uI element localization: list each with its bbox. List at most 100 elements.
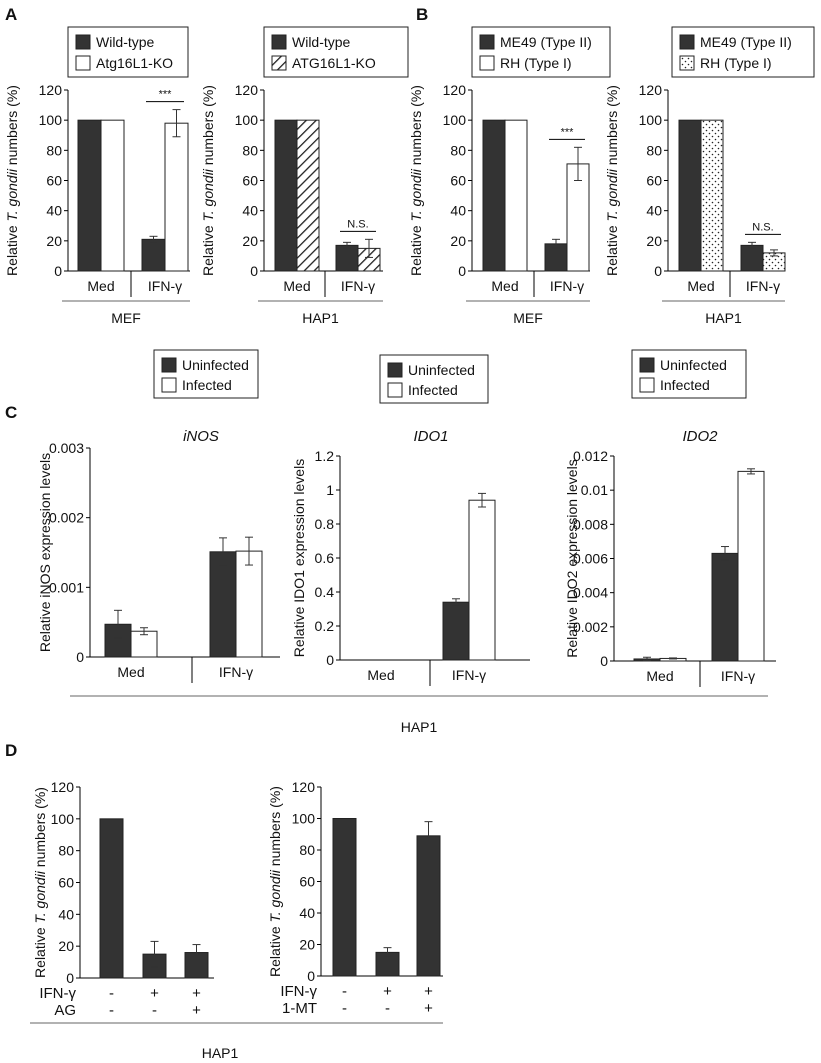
- chart-c3-bar: [737, 470, 765, 662]
- chart-b1-category-label: Med: [491, 278, 518, 294]
- chart-a1-ytick-label: 80: [46, 142, 62, 158]
- chart-b2-legend-label: RH (Type I): [700, 55, 772, 71]
- chart-c2-category-label: Med: [367, 667, 394, 683]
- chart-c3-ytick-label: 0.006: [573, 551, 608, 567]
- chart-a2-ylabel: Relative T. gondii numbers (%): [200, 85, 216, 276]
- chart-a1-bar: [100, 119, 125, 272]
- chart-a1-bar: [164, 122, 189, 272]
- chart-a1-ytick-label: 40: [46, 203, 62, 219]
- chart-a2-bar: [296, 119, 320, 272]
- chart-c2-title: IDO1: [413, 428, 448, 445]
- panel-label: C: [5, 403, 17, 422]
- chart-b1-group-label: MEF: [513, 310, 543, 326]
- chart-a1-group-label: MEF: [111, 310, 141, 326]
- chart-a1-ylabel: Relative T. gondii numbers (%): [4, 85, 20, 276]
- chart-d1-ytick-label: 120: [51, 779, 75, 795]
- chart-d1-ytick-label: 100: [51, 811, 75, 827]
- chart-d1-ytick-label: 20: [58, 938, 74, 954]
- chart-d2-ytick-label: 40: [299, 905, 315, 921]
- chart-c1-legend-label: Uninfected: [182, 357, 249, 373]
- chart-d2-condition-cell: -: [342, 1000, 347, 1017]
- chart-b1-bar: [504, 119, 528, 272]
- chart-c2-legend-swatch: [387, 382, 403, 398]
- panel-c-group-label: HAP1: [401, 719, 438, 735]
- chart-d2-ytick-label: 20: [299, 937, 315, 953]
- chart-b2-bar: [700, 119, 724, 272]
- panel-label: B: [416, 5, 428, 24]
- chart-c2-ytick-label: 0.8: [315, 516, 335, 532]
- chart-c2-legend-label: Uninfected: [408, 362, 475, 378]
- chart-d2-ytick-label: 60: [299, 874, 315, 890]
- chart-a2-legend-box: [263, 26, 409, 78]
- panel-label: A: [5, 5, 17, 24]
- chart-a1-significance-label: ***: [159, 89, 173, 101]
- chart-d2-ytick-label: 100: [292, 811, 316, 827]
- chart-c2-ylabel: Relative IDO1 expression levels: [291, 459, 307, 657]
- chart-d2-bar: [332, 818, 357, 977]
- chart-a2-legend-swatch: [271, 55, 287, 71]
- chart-a1-bar: [141, 238, 166, 272]
- chart-b1-ytick-label: 60: [450, 173, 466, 189]
- chart-d1-bar: [99, 818, 124, 979]
- chart-c3-ytick-label: 0: [600, 653, 608, 669]
- chart-a1-legend-swatch: [75, 34, 91, 50]
- chart-b1-legend-box: [471, 26, 611, 78]
- chart-c1-ytick-label: 0.001: [49, 579, 84, 595]
- chart-b2-ylabel: Relative T. gondii numbers (%): [604, 85, 620, 276]
- chart-c1-ytick-label: 0: [76, 649, 84, 665]
- chart-c1-title: iNOS: [183, 428, 219, 445]
- chart-b2-ytick-label: 60: [646, 173, 662, 189]
- chart-c1-legend-swatch: [161, 357, 177, 373]
- chart-c1-legend-label: Infected: [182, 377, 232, 393]
- chart-a1-legend-label: Atg16L1-KO: [96, 55, 173, 71]
- chart-a2-category-label: Med: [283, 278, 310, 294]
- chart-b2-significance-label: N.S.: [752, 221, 773, 233]
- chart-c3-legend-swatch: [639, 377, 655, 393]
- chart-b1-category-label: IFN-γ: [550, 278, 584, 294]
- chart-d2-condition-cell: +: [383, 983, 392, 1000]
- chart-b1-bar: [482, 119, 506, 272]
- chart-c2-ytick-label: 1.2: [315, 448, 335, 464]
- chart-d1-ytick-label: 0: [66, 970, 74, 986]
- chart-b2-ytick-label: 40: [646, 203, 662, 219]
- chart-b1-ytick-label: 40: [450, 203, 466, 219]
- chart-b2-group-label: HAP1: [705, 310, 742, 326]
- chart-c3-ytick-label: 0.01: [581, 482, 608, 498]
- chart-c1-bar: [130, 630, 158, 658]
- chart-d2-condition-cell: -: [342, 983, 347, 1000]
- chart-c2-ytick-label: 0: [326, 652, 334, 668]
- chart-c2-legend-swatch: [387, 362, 403, 378]
- chart-c2-category-label: IFN-γ: [452, 667, 486, 683]
- panel-d-group-label: HAP1: [202, 1045, 239, 1061]
- chart-c2-ytick-label: 0.4: [315, 584, 335, 600]
- chart-a2-bar: [274, 119, 298, 272]
- chart-a1-category-label: IFN-γ: [148, 278, 182, 294]
- chart-a2-legend-label: Wild-type: [292, 34, 351, 50]
- panel-label: D: [5, 741, 17, 760]
- chart-a1-ytick-label: 60: [46, 173, 62, 189]
- chart-d2-ytick-label: 80: [299, 842, 315, 858]
- chart-c1-category-label: IFN-γ: [219, 664, 253, 680]
- chart-a2-category-label: IFN-γ: [341, 278, 375, 294]
- chart-d1-condition-cell: -: [109, 1002, 114, 1019]
- chart-c1-ytick-label: 0.002: [49, 510, 84, 526]
- chart-a1-bar: [77, 119, 102, 272]
- chart-c1-ytick-label: 0.003: [49, 440, 84, 456]
- chart-c2-ytick-label: 0.6: [315, 550, 335, 566]
- chart-b1-ytick-label: 120: [443, 82, 467, 98]
- chart-b2-legend-label: ME49 (Type II): [700, 34, 792, 50]
- chart-c1-legend-swatch: [161, 377, 177, 393]
- chart-d2-ytick-label: 120: [292, 779, 316, 795]
- chart-b1-ylabel: Relative T. gondii numbers (%): [408, 85, 424, 276]
- chart-d1-condition-cell: +: [150, 985, 159, 1002]
- chart-b1-legend-swatch: [479, 34, 495, 50]
- chart-a1-ytick-label: 100: [39, 112, 63, 128]
- chart-b1-significance-label: ***: [561, 126, 575, 138]
- chart-d1-ylabel: Relative T. gondii numbers (%): [32, 787, 48, 978]
- chart-d1-condition-cell: +: [192, 985, 201, 1002]
- chart-d2-condition-label: 1-MT: [282, 1000, 317, 1017]
- chart-a2-ytick-label: 60: [242, 173, 258, 189]
- chart-a1-ytick-label: 0: [54, 263, 62, 279]
- chart-a2-ytick-label: 0: [250, 263, 258, 279]
- chart-d1-ytick-label: 80: [58, 843, 74, 859]
